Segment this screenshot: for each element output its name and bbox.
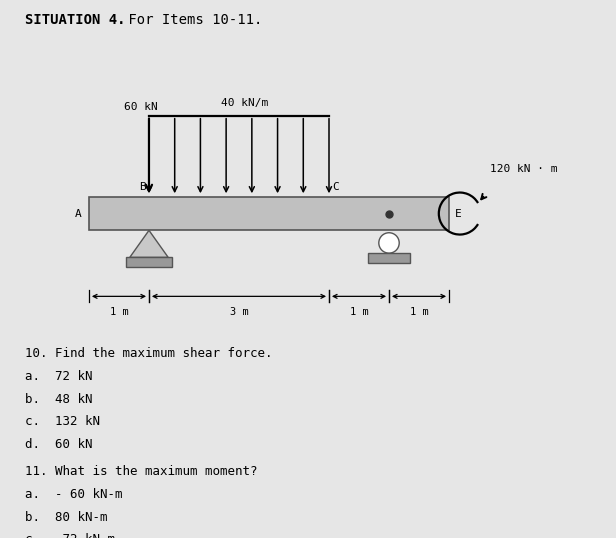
Bar [126, 257, 172, 267]
Text: E: E [455, 209, 462, 218]
Text: c.  132 kN: c. 132 kN [25, 415, 100, 428]
Text: SITUATION 4.: SITUATION 4. [25, 13, 125, 27]
Text: 120 kN · m: 120 kN · m [490, 164, 557, 174]
Text: 1 m: 1 m [110, 307, 128, 317]
Text: B: B [139, 182, 145, 192]
Circle shape [379, 233, 399, 253]
Text: 11. What is the maximum moment?: 11. What is the maximum moment? [25, 465, 257, 478]
Text: A: A [75, 209, 82, 218]
Polygon shape [130, 230, 168, 257]
Text: C: C [333, 182, 339, 192]
Text: 60 kN: 60 kN [124, 102, 158, 112]
Text: 1 m: 1 m [410, 307, 428, 317]
Text: b.  80 kN-m: b. 80 kN-m [25, 511, 107, 523]
Text: 1 m: 1 m [350, 307, 368, 317]
Text: D: D [380, 236, 387, 246]
Bar [368, 253, 410, 263]
Bar [89, 197, 449, 230]
Text: a.  72 kN: a. 72 kN [25, 370, 92, 383]
Text: 40 kN/m: 40 kN/m [221, 98, 268, 108]
Text: d.  60 kN: d. 60 kN [25, 438, 92, 451]
Text: 3 m: 3 m [230, 307, 248, 317]
Text: b.  48 kN: b. 48 kN [25, 393, 92, 406]
Text: For Items 10-11.: For Items 10-11. [120, 13, 262, 27]
Text: c.  -72 kN-m: c. -72 kN-m [25, 534, 115, 538]
Text: 10. Find the maximum shear force.: 10. Find the maximum shear force. [25, 347, 272, 360]
Text: a.  - 60 kN-m: a. - 60 kN-m [25, 488, 122, 501]
